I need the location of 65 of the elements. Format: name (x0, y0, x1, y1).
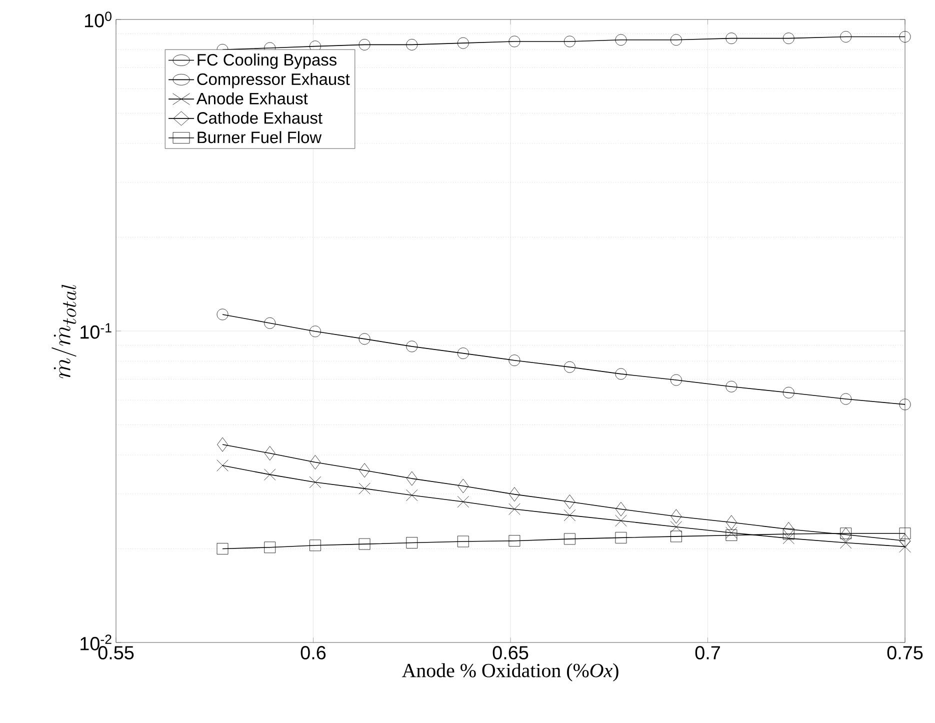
point (726, 515, 737, 530)
point (310, 455, 321, 470)
point (216, 543, 228, 554)
point (264, 542, 276, 554)
point (264, 446, 276, 460)
point (406, 38, 418, 50)
point (782, 386, 794, 398)
point (564, 533, 576, 545)
point (358, 333, 370, 345)
x-tick-label: 0.75 (887, 646, 923, 660)
point (899, 31, 911, 42)
point (508, 36, 520, 48)
point (216, 308, 228, 320)
point (509, 487, 520, 502)
y-tick-label: 10$^{-1}$ (80, 323, 112, 339)
point (782, 528, 794, 540)
legend-label: Anode Exhaust (196, 92, 308, 104)
legend-label: Cathode Exhaust (197, 112, 322, 124)
point (406, 340, 418, 352)
point (840, 31, 852, 42)
point (783, 522, 794, 536)
point (457, 348, 469, 359)
point (615, 368, 627, 380)
point (670, 530, 682, 542)
point (358, 538, 370, 550)
legend-label: Compressor Exhaust (197, 72, 350, 88)
point (310, 540, 321, 552)
point (782, 32, 794, 44)
point (310, 326, 321, 338)
y-tick-label: 10$^{0}$ (85, 12, 112, 28)
point (726, 380, 738, 392)
point (458, 478, 469, 494)
point (217, 437, 228, 452)
point (899, 528, 911, 540)
point (616, 502, 626, 516)
point (406, 471, 418, 486)
point (615, 34, 627, 46)
point (670, 374, 682, 386)
y-axis-title: $\dot{m}/\dot{m}_{total}$ (52, 284, 76, 378)
point (508, 535, 520, 547)
x-tick-label: 0.65 (492, 646, 528, 660)
point (359, 463, 370, 478)
point (840, 393, 852, 405)
point (457, 37, 469, 49)
legend-label: FC Cooling Bypass (198, 54, 336, 69)
point (840, 528, 852, 540)
point (670, 34, 682, 46)
point (726, 530, 738, 541)
point (564, 36, 576, 48)
x-axis-title: Anode % Oxidation (%Ox) (402, 663, 618, 682)
point (670, 509, 682, 524)
point (508, 354, 520, 366)
point (564, 494, 576, 509)
x-tick-label: 0.7 (695, 646, 720, 660)
point (899, 398, 911, 410)
legend-label: Burner Fuel Flow (198, 131, 322, 144)
point (358, 38, 370, 50)
point (726, 32, 738, 44)
x-tick-label: 0.6 (300, 646, 326, 660)
point (457, 536, 469, 548)
point (406, 537, 418, 548)
point (840, 527, 852, 542)
point (264, 317, 276, 329)
point (564, 361, 576, 373)
point (615, 532, 627, 544)
